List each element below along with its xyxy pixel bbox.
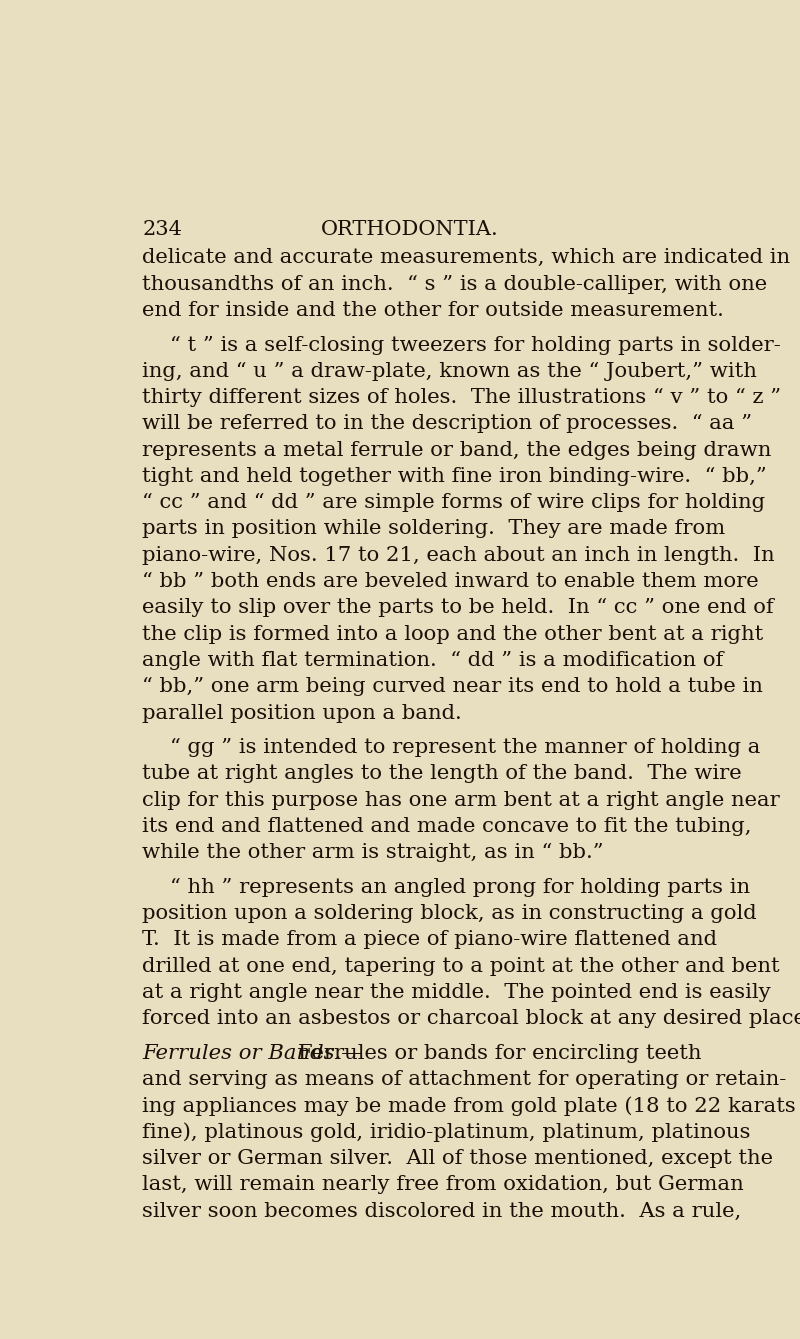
Text: “ hh ” represents an angled prong for holding parts in: “ hh ” represents an angled prong for ho… — [170, 878, 750, 897]
Text: and serving as means of attachment for operating or retain-: and serving as means of attachment for o… — [142, 1070, 786, 1089]
Text: piano-wire, Nos. 17 to 21, each about an inch in length.  In: piano-wire, Nos. 17 to 21, each about an… — [142, 546, 774, 565]
Text: end for inside and the other for outside measurement.: end for inside and the other for outside… — [142, 301, 724, 320]
Text: forced into an asbestos or charcoal block at any desired place.: forced into an asbestos or charcoal bloc… — [142, 1010, 800, 1028]
Text: “ gg ” is intended to represent the manner of holding a: “ gg ” is intended to represent the mann… — [170, 738, 761, 757]
Text: “ cc ” and “ dd ” are simple forms of wire clips for holding: “ cc ” and “ dd ” are simple forms of wi… — [142, 493, 766, 513]
Text: parallel position upon a band.: parallel position upon a band. — [142, 703, 462, 723]
Text: easily to slip over the parts to be held.  In “ cc ” one end of: easily to slip over the parts to be held… — [142, 599, 774, 617]
Text: its end and flattened and made concave to fit the tubing,: its end and flattened and made concave t… — [142, 817, 752, 836]
Text: at a right angle near the middle.  The pointed end is easily: at a right angle near the middle. The po… — [142, 983, 771, 1002]
Text: ing appliances may be made from gold plate (18 to 22 karats: ing appliances may be made from gold pla… — [142, 1097, 796, 1115]
Text: angle with flat termination.  “ dd ” is a modification of: angle with flat termination. “ dd ” is a… — [142, 651, 723, 670]
Text: drilled at one end, tapering to a point at the other and bent: drilled at one end, tapering to a point … — [142, 956, 780, 976]
Text: thirty different sizes of holes.  The illustrations “ v ” to “ z ”: thirty different sizes of holes. The ill… — [142, 388, 782, 407]
Text: silver soon becomes discolored in the mouth.  As a rule,: silver soon becomes discolored in the mo… — [142, 1201, 742, 1221]
Text: “ t ” is a self-closing tweezers for holding parts in solder-: “ t ” is a self-closing tweezers for hol… — [170, 336, 781, 355]
Text: represents a metal ferrule or band, the edges being drawn: represents a metal ferrule or band, the … — [142, 441, 771, 459]
Text: parts in position while soldering.  They are made from: parts in position while soldering. They … — [142, 520, 726, 538]
Text: “ bb,” one arm being curved near its end to hold a tube in: “ bb,” one arm being curved near its end… — [142, 678, 763, 696]
Text: clip for this purpose has one arm bent at a right angle near: clip for this purpose has one arm bent a… — [142, 790, 780, 810]
Text: fine), platinous gold, iridio-platinum, platinum, platinous: fine), platinous gold, iridio-platinum, … — [142, 1122, 750, 1142]
Text: 234: 234 — [142, 221, 182, 240]
Text: delicate and accurate measurements, which are indicated in: delicate and accurate measurements, whic… — [142, 248, 790, 268]
Text: Ferrules or Bands.—: Ferrules or Bands.— — [142, 1044, 362, 1063]
Text: will be referred to in the description of processes.  “ aa ”: will be referred to in the description o… — [142, 414, 752, 434]
Text: position upon a soldering block, as in constructing a gold: position upon a soldering block, as in c… — [142, 904, 757, 923]
Text: tube at right angles to the length of the band.  The wire: tube at right angles to the length of th… — [142, 765, 742, 783]
Text: ing, and “ u ” a draw-plate, known as the “ Joubert,” with: ing, and “ u ” a draw-plate, known as th… — [142, 362, 757, 380]
Text: the clip is formed into a loop and the other bent at a right: the clip is formed into a loop and the o… — [142, 624, 763, 644]
Text: tight and held together with fine iron binding-wire.  “ bb,”: tight and held together with fine iron b… — [142, 467, 767, 486]
Text: “ bb ” both ends are beveled inward to enable them more: “ bb ” both ends are beveled inward to e… — [142, 572, 758, 590]
Text: last, will remain nearly free from oxidation, but German: last, will remain nearly free from oxida… — [142, 1176, 744, 1194]
Text: while the other arm is straight, as in “ bb.”: while the other arm is straight, as in “… — [142, 844, 604, 862]
Text: ORTHODONTIA.: ORTHODONTIA. — [321, 221, 499, 240]
Text: thousandths of an inch.  “ s ” is a double-calliper, with one: thousandths of an inch. “ s ” is a doubl… — [142, 274, 767, 293]
Text: Ferrules or bands for encircling teeth: Ferrules or bands for encircling teeth — [298, 1044, 702, 1063]
Text: T.  It is made from a piece of piano-wire flattened and: T. It is made from a piece of piano-wire… — [142, 931, 717, 949]
Text: silver or German silver.  All of those mentioned, except the: silver or German silver. All of those me… — [142, 1149, 773, 1168]
